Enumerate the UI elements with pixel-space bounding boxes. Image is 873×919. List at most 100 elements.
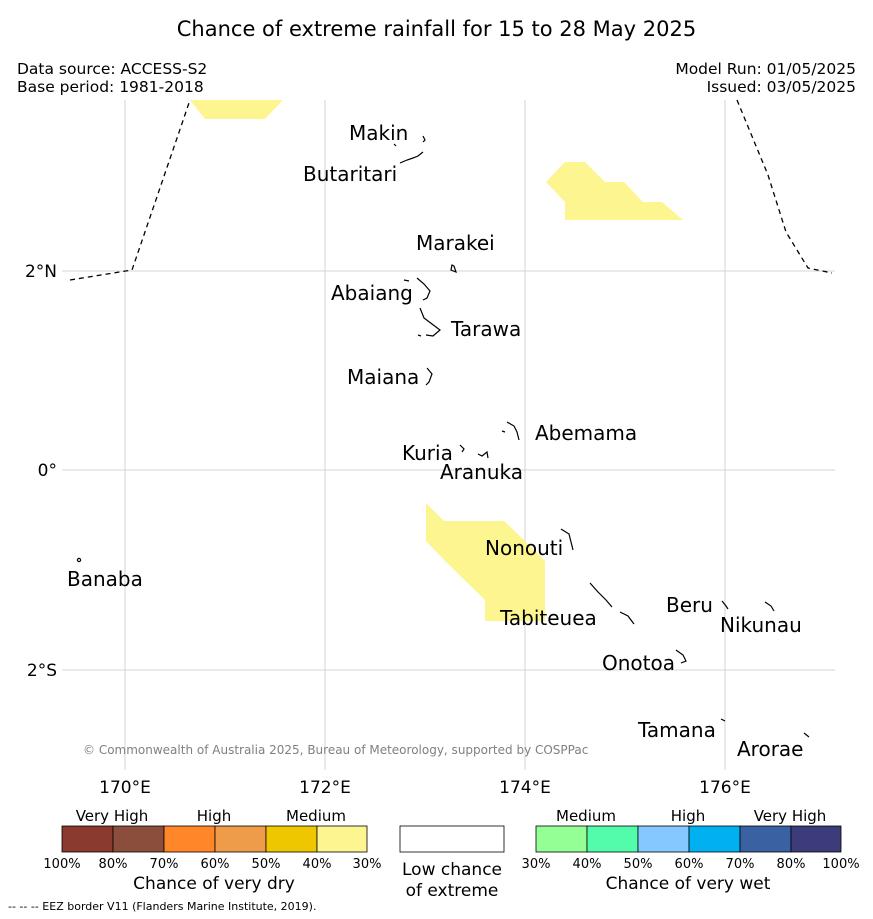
island-abemama	[506, 421, 520, 441]
label-butaritari: Butaritari	[303, 162, 397, 186]
dry-swatch-40-50	[265, 825, 318, 853]
wet-swatch-80-100	[790, 825, 842, 853]
island-tabiteuea-north	[589, 582, 613, 608]
island-beru	[721, 600, 729, 610]
low-legend-title-line1: Low chance	[402, 860, 502, 880]
label-marakei: Marakei	[416, 231, 495, 255]
lon-label-170e: 170°E	[99, 778, 151, 798]
base-period: Base period: 1981-2018	[17, 78, 204, 96]
label-tarawa: Tarawa	[450, 317, 521, 341]
wet-header-very-high: Very High	[754, 807, 827, 825]
dry-header-medium: Medium	[286, 807, 346, 825]
wet-colorbar	[535, 825, 842, 853]
wet-tick-30: 30%	[522, 857, 551, 872]
label-kuria: Kuria	[402, 441, 453, 465]
label-tabiteuea: Tabiteuea	[499, 606, 597, 630]
island-tabiteuea-south	[619, 611, 635, 625]
island-abaiang	[416, 277, 431, 301]
island-makin	[422, 135, 426, 143]
dry-legend-title: Chance of very dry	[133, 874, 295, 894]
label-maiana: Maiana	[347, 365, 419, 389]
island-nonouti	[560, 528, 574, 551]
label-nonouti: Nonouti	[485, 536, 563, 560]
dry-shading	[190, 100, 683, 621]
island-butaritari	[399, 151, 424, 164]
label-makin: Makin	[349, 121, 408, 145]
eez-border-west	[69, 99, 191, 281]
wet-tick-50: 50%	[624, 857, 653, 872]
low-legend-title-line2: of extreme	[406, 881, 499, 901]
dry-tick-50: 50%	[252, 857, 281, 872]
island-tarawa	[419, 307, 441, 337]
dry-colorbar	[61, 825, 368, 853]
wet-tick-70: 70%	[726, 857, 755, 872]
wet-tick-40: 40%	[573, 857, 602, 872]
wet-tick-60: 60%	[675, 857, 704, 872]
island-aranuka	[477, 450, 489, 459]
label-beru: Beru	[666, 593, 713, 617]
dry-tick-80: 80%	[99, 857, 128, 872]
dry-region-north-east	[546, 162, 683, 220]
island-arorae	[803, 732, 810, 738]
dry-swatch-70-80	[112, 825, 165, 853]
dry-tick-60: 60%	[201, 857, 230, 872]
model-run: Model Run: 01/05/2025	[675, 60, 856, 78]
lon-label-174e: 174°E	[499, 778, 551, 798]
wet-legend-title: Chance of very wet	[606, 874, 771, 894]
island-abemama-west	[501, 430, 506, 433]
label-onotoa: Onotoa	[602, 651, 675, 675]
label-banaba: Banaba	[67, 567, 143, 591]
wet-swatch-60-70	[688, 825, 741, 853]
island-kuria	[459, 444, 465, 453]
dry-tick-70: 70%	[150, 857, 179, 872]
dry-swatch-50-60	[214, 825, 267, 853]
dry-header-very-high: Very High	[76, 807, 149, 825]
wet-swatch-70-80	[739, 825, 792, 853]
axis-labels: 2°N 0° 2°S 170°E 172°E 174°E 176°E	[25, 262, 751, 798]
gridlines	[62, 100, 835, 770]
dry-swatch-60-70	[163, 825, 216, 853]
wet-swatch-30-40	[535, 825, 588, 853]
island-makin-small	[393, 143, 397, 147]
island-abaiang-west	[403, 279, 410, 282]
dry-swatch-80-100	[61, 825, 114, 853]
low-chance-swatch	[399, 825, 505, 853]
wet-swatch-40-50	[586, 825, 639, 853]
label-nikunau: Nikunau	[720, 613, 802, 637]
data-source: Data source: ACCESS-S2	[17, 60, 208, 78]
lon-label-176e: 176°E	[699, 778, 751, 798]
island-nikunau	[764, 601, 775, 612]
legend-wet: Medium High Very High 30% 40% 50% 60% 70…	[522, 807, 860, 894]
lat-label-2n: 2°N	[25, 262, 57, 282]
island-maiana	[425, 367, 433, 386]
island-onotoa	[675, 649, 687, 664]
label-aranuka: Aranuka	[440, 460, 523, 484]
island-banaba	[76, 557, 82, 563]
label-abaiang: Abaiang	[331, 281, 413, 305]
map-title: Chance of extreme rainfall for 15 to 28 …	[176, 17, 697, 41]
dry-tick-100: 100%	[43, 857, 80, 872]
islands	[76, 135, 810, 738]
eez-border-note: -- -- -- EEZ border V11 (Flanders Marine…	[8, 900, 317, 913]
data-source-info: Data source: ACCESS-S2 Base period: 1981…	[17, 60, 207, 96]
wet-swatch-50-60	[637, 825, 690, 853]
dry-tick-40: 40%	[303, 857, 332, 872]
lat-label-2s: 2°S	[27, 661, 57, 681]
island-labels: Makin Butaritari Marakei Abaiang Tarawa …	[67, 121, 803, 761]
dry-swatch-30-40	[316, 825, 368, 853]
lat-label-0: 0°	[38, 461, 57, 481]
issued-date: Issued: 03/05/2025	[706, 78, 856, 96]
dry-header-high: High	[197, 807, 231, 825]
dry-tick-30: 30%	[353, 857, 382, 872]
legend-dry: Very High High Medium 100% 80% 70% 60% 5…	[43, 807, 381, 894]
lon-label-172e: 172°E	[299, 778, 351, 798]
copyright-credit: © Commonwealth of Australia 2025, Bureau…	[83, 743, 588, 757]
wet-header-medium: Medium	[556, 807, 616, 825]
legend-low: Low chance of extreme	[399, 825, 505, 901]
wet-tick-100: 100%	[822, 857, 859, 872]
wet-tick-80: 80%	[777, 857, 806, 872]
island-tarawa-west	[417, 334, 422, 337]
eez-border-east	[736, 99, 833, 274]
island-marakei	[450, 264, 457, 274]
